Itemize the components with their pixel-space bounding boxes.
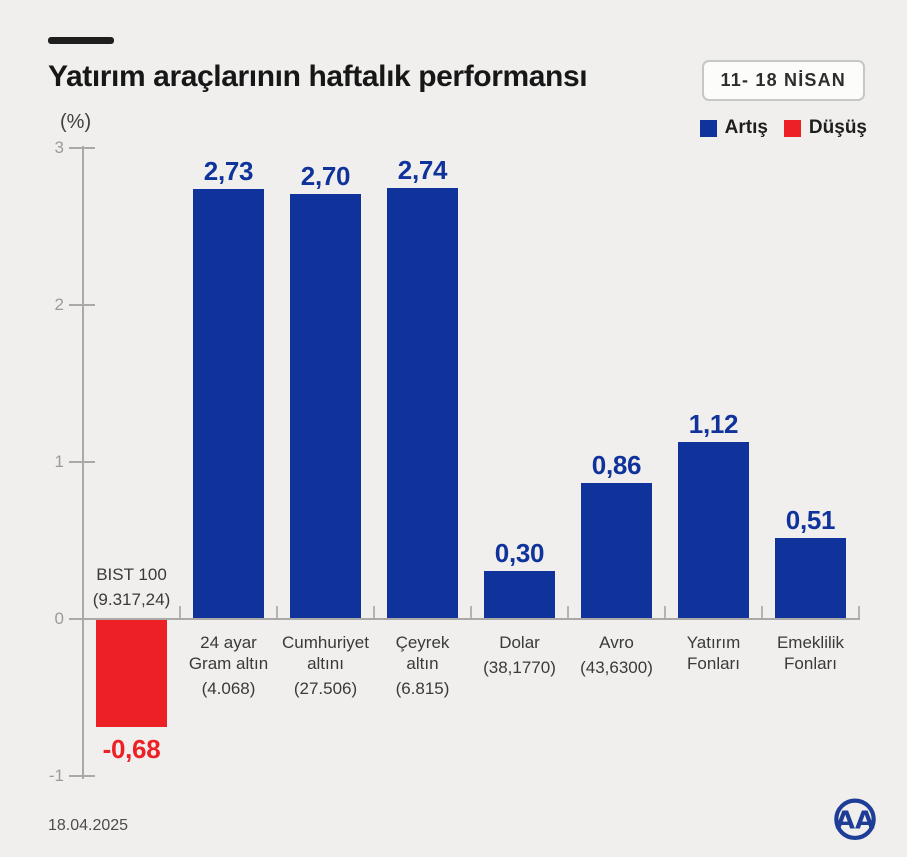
x-tick xyxy=(470,606,472,618)
legend-item-decrease: Düşüş xyxy=(783,117,867,139)
bar-value-dolar: 0,30 xyxy=(494,538,545,568)
category-label-24-ayar-gram-altin: 24 ayar Gram altın (4.068) xyxy=(168,632,289,699)
category-name-line: Avro xyxy=(599,633,634,652)
y-tick-label: 3 xyxy=(54,138,64,157)
page-title: Yatırım araçlarının haftalık performansı xyxy=(48,60,588,93)
bar-value-yatirim-fonlari: 1,12 xyxy=(688,409,739,439)
decrease-color-swatch-icon xyxy=(783,119,801,137)
category-name-line: Yatırım xyxy=(686,633,741,652)
y-axis-unit-label: (%) xyxy=(60,111,92,133)
svg-text:AA: AA xyxy=(836,806,875,835)
y-tick-label: -1 xyxy=(48,766,64,785)
y-tick-label: 0 xyxy=(54,609,64,628)
bar-value-bist-100: -0,68 xyxy=(102,734,161,764)
aa-agency-logo-icon: AA xyxy=(827,795,883,851)
category-name-line: Cumhuriyet xyxy=(282,633,369,652)
category-detail-value: (9.317,24) xyxy=(92,590,171,609)
bar-value-24-ayar-gram-altin: 2,73 xyxy=(203,156,254,186)
bar-value-emeklilik-fonlari: 0,51 xyxy=(785,505,836,535)
bar-value-ceyrek-altin: 2,74 xyxy=(397,155,448,185)
y-tick-label: 2 xyxy=(54,295,64,314)
bar-bist-100 xyxy=(96,620,167,727)
category-name-line: Gram altın xyxy=(188,654,269,673)
x-tick xyxy=(276,606,278,618)
x-tick xyxy=(373,606,375,618)
category-label-yatirim-fonlari: Yatırım Fonları xyxy=(653,632,774,674)
category-name-line: altını xyxy=(307,654,344,673)
y-tick xyxy=(69,147,95,149)
y-tick xyxy=(69,775,95,777)
y-tick xyxy=(69,461,95,463)
category-name-line: altın xyxy=(406,654,439,673)
bar-avro xyxy=(581,483,652,618)
category-label-avro: Avro (43,6300) xyxy=(556,632,677,678)
x-tick xyxy=(761,606,763,618)
category-detail-value: (6.815) xyxy=(395,679,450,698)
category-name-line: 24 ayar xyxy=(200,633,257,652)
category-name-line: Dolar xyxy=(499,633,540,652)
category-label-emeklilik-fonlari: Emeklilik Fonları xyxy=(750,632,871,674)
x-tick xyxy=(664,606,666,618)
title-accent-dash xyxy=(48,37,114,44)
y-tick xyxy=(69,618,95,620)
bar-value-avro: 0,86 xyxy=(591,450,642,480)
category-name-line: BIST 100 xyxy=(96,565,167,584)
bar-24-ayar-gram-altin xyxy=(193,189,264,618)
footnote-date: 18.04.2025 xyxy=(48,817,129,834)
category-name-line: Fonları xyxy=(784,654,837,673)
y-tick xyxy=(69,304,95,306)
category-name-line: Çeyrek xyxy=(395,633,450,652)
category-detail-value: (27.506) xyxy=(293,679,358,698)
bar-value-cumhuriyet-altini: 2,70 xyxy=(300,161,351,191)
y-tick-label: 1 xyxy=(54,452,64,471)
increase-color-swatch-icon xyxy=(699,119,717,137)
category-label-dolar: Dolar (38,1770) xyxy=(459,632,580,678)
category-detail-value: (4.068) xyxy=(201,679,256,698)
bar-yatirim-fonlari xyxy=(678,442,749,618)
legend-label-increase: Artış xyxy=(724,117,768,138)
legend: Artış Düşüş xyxy=(699,117,867,139)
bar-dolar xyxy=(484,571,555,618)
x-axis-line xyxy=(82,618,860,620)
bar-cumhuriyet-altini xyxy=(290,194,361,618)
category-detail-value: (43,6300) xyxy=(580,658,653,677)
bar-ceyrek-altin xyxy=(387,188,458,618)
legend-item-increase: Artış xyxy=(699,117,768,139)
category-label-ceyrek-altin: Çeyrek altın (6.815) xyxy=(362,632,483,699)
category-name-line: Emeklilik xyxy=(776,633,845,652)
date-range-badge: 11- 18 NİSAN xyxy=(701,60,865,101)
category-label-cumhuriyet-altini: Cumhuriyet altını (27.506) xyxy=(265,632,386,699)
legend-label-decrease: Düşüş xyxy=(808,117,867,138)
x-tick xyxy=(567,606,569,618)
category-label-bist-100: BIST 100 (9.317,24) xyxy=(71,564,192,610)
x-tick xyxy=(179,606,181,618)
category-detail-value: (38,1770) xyxy=(483,658,556,677)
bar-emeklilik-fonlari xyxy=(775,538,846,618)
category-name-line: Fonları xyxy=(687,654,740,673)
x-tick xyxy=(858,606,860,618)
